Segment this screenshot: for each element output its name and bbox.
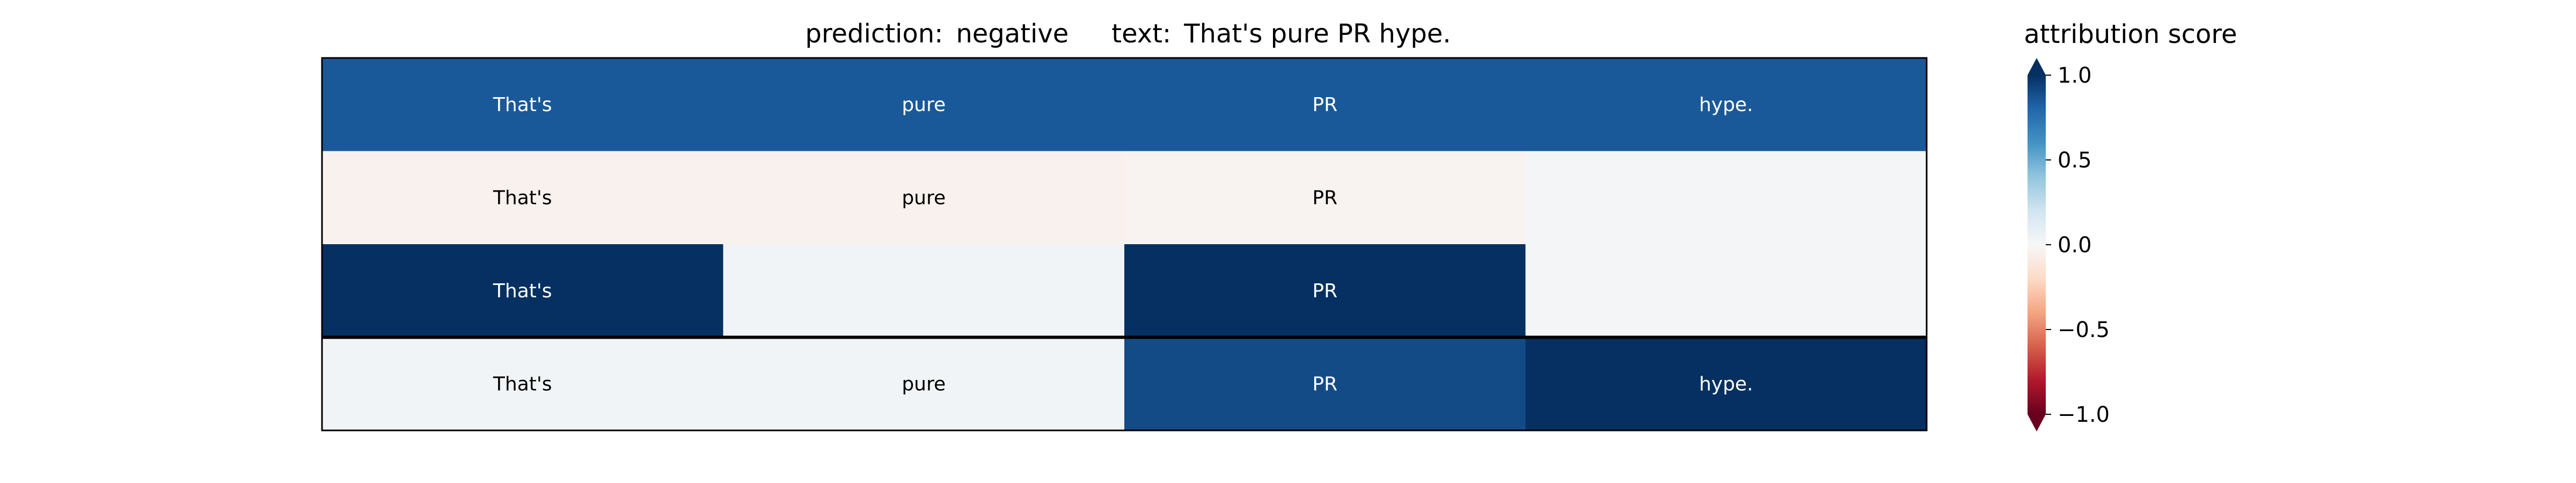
heatmap-cell [723, 244, 1125, 338]
cell-token-label: PR [1312, 187, 1337, 209]
heatmap-cell [1124, 58, 1526, 151]
cell-token-label: hype. [1699, 94, 1753, 116]
heatmap-cell [322, 151, 723, 245]
text-label: text: [1111, 19, 1171, 49]
cell-token-label: That's [493, 187, 552, 209]
colorbar-tick-label: 0.0 [2058, 233, 2092, 258]
heatmap-cell [1525, 337, 1927, 431]
colorbar-extend-top [2028, 58, 2046, 75]
cell-token-label: PR [1312, 94, 1337, 116]
colorbar: 1.0 0.5 0.0 −0.5 −1.0 [2028, 58, 2110, 431]
cell-token-label: That's [493, 280, 552, 302]
colorbar-tick-label: 0.5 [2058, 148, 2092, 173]
heatmap-cell [1525, 151, 1927, 245]
heatmap-cell [723, 337, 1125, 431]
cell-token-label: That's [493, 373, 552, 395]
cell-token-label: PR [1312, 373, 1337, 395]
cell-token-label: pure [902, 373, 946, 395]
chart-title: prediction: negative text: That's pure PR h… [805, 19, 1451, 49]
cell-token-label: pure [902, 187, 946, 209]
colorbar-gradient-bar [2028, 75, 2046, 414]
heatmap-cell [1525, 244, 1927, 338]
cell-token-label: PR [1312, 280, 1337, 302]
text-value: That's pure PR hype. [1183, 19, 1451, 49]
heatmap-cell [1124, 151, 1526, 245]
heatmap-grid: That's pure PR hype. That's pure PR That's PR Tha… [322, 58, 1927, 431]
heatmap-cell [322, 337, 723, 431]
heatmap-cell [1124, 337, 1526, 431]
colorbar-title: attribution score [2024, 19, 2237, 49]
colorbar-tick-label: 1.0 [2058, 63, 2092, 88]
cell-token-label: pure [902, 94, 946, 116]
heatmap-cell [723, 58, 1125, 151]
prediction-label: prediction: [805, 19, 943, 49]
heatmap-cell [1124, 244, 1526, 338]
heatmap-cell [322, 244, 723, 338]
cell-token-label: That's [493, 94, 552, 116]
heatmap-cell [1525, 58, 1927, 151]
heatmap-cell [322, 58, 723, 151]
prediction-value: negative [956, 19, 1069, 49]
heatmap-frame [321, 57, 1928, 431]
colorbar-tick-label: −0.5 [2058, 318, 2110, 342]
cell-token-label: hype. [1699, 373, 1753, 395]
colorbar-extend-bottom [2028, 414, 2046, 431]
colorbar-tick-label: −1.0 [2058, 402, 2110, 427]
heatmap-cell [723, 151, 1125, 245]
